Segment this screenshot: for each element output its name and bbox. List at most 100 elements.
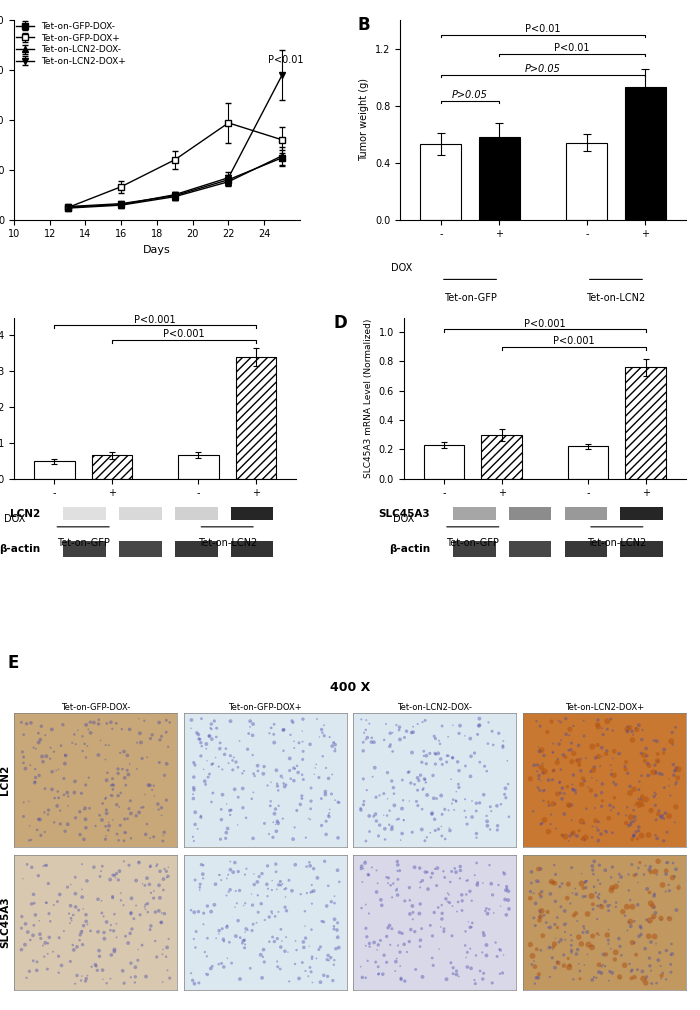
Point (652, 752, 663, 769)
Point (630, 720, 641, 736)
Point (55, 803, 66, 819)
Point (256, 970, 267, 986)
Point (545, 806, 557, 822)
Point (318, 717, 330, 733)
Point (578, 889, 589, 905)
Point (645, 802, 657, 818)
Point (669, 869, 680, 885)
Point (550, 796, 561, 812)
Point (560, 749, 571, 766)
Point (103, 814, 114, 830)
Point (358, 742, 369, 759)
Point (158, 882, 169, 898)
Point (80, 800, 91, 816)
Point (597, 793, 608, 809)
Point (92, 924, 104, 940)
Point (629, 934, 640, 950)
Title: Tet-on-LCN2-DOX+: Tet-on-LCN2-DOX+ (565, 703, 644, 712)
Point (105, 917, 116, 933)
Point (398, 812, 409, 828)
Point (226, 955, 237, 972)
Point (418, 781, 429, 797)
Point (297, 751, 308, 768)
Point (500, 907, 512, 923)
Point (534, 909, 545, 925)
Point (41, 895, 52, 911)
Point (304, 938, 315, 954)
Point (559, 916, 570, 932)
Point (566, 812, 578, 828)
Point (634, 782, 645, 798)
Point (118, 897, 129, 913)
Point (563, 833, 574, 849)
Point (659, 805, 671, 821)
Point (391, 717, 402, 733)
Point (440, 891, 452, 907)
Point (650, 786, 662, 802)
Point (122, 763, 133, 779)
Point (564, 727, 575, 743)
Point (652, 952, 664, 969)
Point (651, 975, 662, 991)
Point (191, 725, 202, 741)
Point (607, 860, 618, 876)
Point (155, 914, 167, 930)
Point (478, 966, 489, 982)
Point (218, 931, 229, 947)
Point (664, 883, 675, 899)
Point (64, 906, 75, 922)
Point (248, 766, 259, 782)
Point (481, 808, 492, 824)
Point (328, 956, 339, 973)
Point (258, 948, 269, 965)
Point (637, 788, 648, 804)
Point (28, 739, 39, 755)
Point (430, 756, 441, 773)
Point (157, 974, 168, 990)
Point (605, 758, 616, 774)
Point (291, 802, 302, 818)
Point (80, 717, 92, 733)
Point (48, 743, 60, 760)
Point (40, 895, 51, 911)
Point (271, 763, 282, 779)
Point (650, 812, 662, 828)
Point (466, 961, 477, 977)
Point (585, 764, 596, 780)
Point (69, 976, 80, 992)
Point (627, 732, 638, 748)
Point (200, 966, 211, 982)
Point (72, 722, 83, 738)
Point (269, 734, 280, 750)
Point (206, 731, 218, 747)
Point (619, 957, 630, 974)
Point (194, 880, 205, 896)
Point (187, 973, 198, 989)
Point (195, 731, 206, 747)
Point (247, 716, 258, 732)
Point (525, 890, 536, 906)
Bar (424, 444, 464, 479)
Point (386, 819, 398, 835)
Point (581, 873, 592, 889)
Point (77, 743, 88, 760)
Point (111, 797, 122, 813)
Point (358, 771, 369, 787)
Point (642, 755, 653, 772)
Point (88, 860, 99, 876)
Point (666, 733, 677, 749)
Point (163, 931, 174, 947)
Point (568, 718, 579, 734)
Bar (482, 434, 522, 479)
Point (480, 903, 491, 919)
Point (46, 782, 57, 798)
Point (631, 867, 642, 883)
Point (356, 711, 367, 727)
Point (329, 952, 340, 969)
Point (626, 856, 638, 873)
Point (32, 963, 43, 979)
Point (188, 754, 199, 771)
Point (131, 808, 142, 824)
Point (101, 773, 112, 789)
Point (414, 880, 426, 896)
